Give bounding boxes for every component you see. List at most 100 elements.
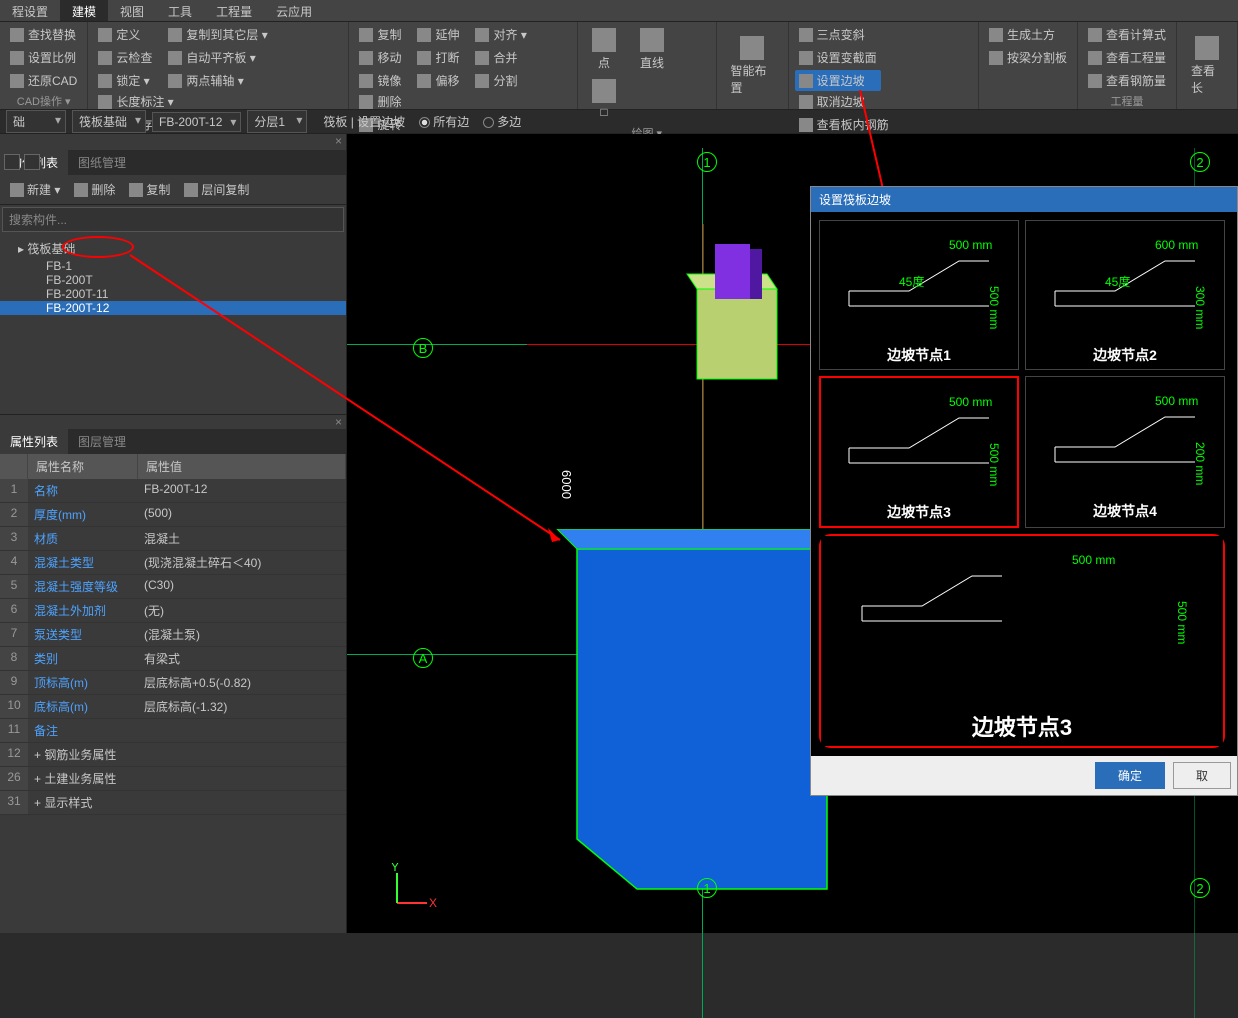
- ribbon-生成土方[interactable]: 生成土方: [985, 24, 1071, 45]
- main-tabs: 程设置建模视图工具工程量云应用: [0, 0, 1238, 22]
- ribbon-设置比例[interactable]: 设置比例: [6, 47, 81, 68]
- ribbon-延伸[interactable]: 延伸: [413, 24, 463, 45]
- prop-row[interactable]: 12+ 钢筋业务属性: [0, 743, 346, 767]
- copy-button[interactable]: 复制: [123, 179, 176, 200]
- ribbon-合并[interactable]: 合并: [471, 47, 530, 68]
- prop-rows: 1名称FB-200T-122厚度(mm)(500)3材质混凝土4混凝土类型(现浇…: [0, 479, 346, 815]
- ribbon-查看工程量[interactable]: 查看工程量: [1084, 47, 1170, 68]
- ribbon-复制[interactable]: 复制: [355, 24, 405, 45]
- ribbon-锁定 ▾[interactable]: 锁定 ▾: [94, 70, 156, 91]
- ribbon-删除[interactable]: 删除: [355, 91, 405, 112]
- ribbon-查看钢筋量[interactable]: 查看钢筋量: [1084, 70, 1170, 91]
- prop-row[interactable]: 5混凝土强度等级(C30): [0, 575, 346, 599]
- ribbon-云检查[interactable]: 云检查: [94, 47, 156, 68]
- ribbon-取消边坡[interactable]: 取消边坡: [795, 91, 893, 112]
- slope-preview: 500 mm500 mm边坡节点3: [819, 534, 1225, 748]
- prop-row[interactable]: 8类别有梁式: [0, 647, 346, 671]
- prop-row[interactable]: 26+ 土建业务属性: [0, 767, 346, 791]
- main-tab-1[interactable]: 建模: [60, 0, 108, 21]
- ribbon-□[interactable]: □: [584, 75, 624, 123]
- slope-option-2[interactable]: 600 mm300 mm45度边坡节点2: [1025, 220, 1225, 370]
- svg-text:Y: Y: [391, 863, 399, 874]
- prop-row[interactable]: 1名称FB-200T-12: [0, 479, 346, 503]
- prop-row[interactable]: 2厚度(mm)(500): [0, 503, 346, 527]
- ribbon-镜像[interactable]: 镜像: [355, 70, 405, 91]
- prop-row[interactable]: 7泵送类型(混凝土泵): [0, 623, 346, 647]
- prop-row[interactable]: 6混凝土外加剂(无): [0, 599, 346, 623]
- slope-option-3[interactable]: 500 mm500 mm边坡节点3: [819, 376, 1019, 528]
- combo-type[interactable]: 筏板基础: [72, 110, 146, 133]
- delete-button[interactable]: 删除: [68, 179, 121, 200]
- prop-row[interactable]: 31+ 显示样式: [0, 791, 346, 815]
- combo-item[interactable]: FB-200T-12: [152, 112, 241, 132]
- new-button[interactable]: 新建 ▾: [4, 179, 66, 200]
- slope-option-4[interactable]: 500 mm200 mm边坡节点4: [1025, 376, 1225, 528]
- ribbon-打断[interactable]: 打断: [413, 47, 463, 68]
- mini-icon-1[interactable]: [4, 154, 20, 170]
- grid-marker: 1: [697, 878, 717, 898]
- combo-layer[interactable]: 分层1: [247, 110, 307, 133]
- ribbon-自动平齐板 ▾[interactable]: 自动平齐板 ▾: [164, 47, 271, 68]
- slope-dialog: 设置筏板边坡 500 mm500 mm45度边坡节点1600 mm300 mm4…: [810, 186, 1238, 796]
- svg-text:600 mm: 600 mm: [1155, 238, 1198, 252]
- prop-row[interactable]: 4混凝土类型(现浇混凝土碎石＜40): [0, 551, 346, 575]
- ribbon-设置变截面[interactable]: 设置变截面: [795, 47, 881, 68]
- mini-icon-2[interactable]: [24, 154, 40, 170]
- tree-item[interactable]: FB-200T-11: [0, 287, 346, 301]
- main-tab-4[interactable]: 工程量: [204, 0, 264, 21]
- ribbon-按梁分割板[interactable]: 按梁分割板: [985, 47, 1071, 68]
- svg-text:45度: 45度: [899, 274, 924, 289]
- ribbon-偏移[interactable]: 偏移: [413, 70, 463, 91]
- cancel-button[interactable]: 取: [1173, 762, 1231, 789]
- radio-all-edges[interactable]: [419, 117, 430, 128]
- combo-category[interactable]: 础: [6, 110, 66, 133]
- ribbon-设置边坡[interactable]: 设置边坡: [795, 70, 881, 91]
- tree-item[interactable]: FB-200T: [0, 273, 346, 287]
- svg-text:500 mm: 500 mm: [1155, 394, 1198, 408]
- svg-text:300 mm: 300 mm: [1193, 286, 1207, 329]
- ribbon-定义[interactable]: 定义: [94, 24, 156, 45]
- svg-text:500 mm: 500 mm: [987, 286, 1001, 329]
- tab-drawing-mgmt[interactable]: 图纸管理: [68, 150, 136, 175]
- prop-row[interactable]: 10底标高(m)层底标高(-1.32): [0, 695, 346, 719]
- svg-text:X: X: [429, 896, 437, 910]
- prop-row[interactable]: 3材质混凝土: [0, 527, 346, 551]
- ribbon-对齐 ▾[interactable]: 对齐 ▾: [471, 24, 530, 45]
- search-input[interactable]: 搜索构件...: [2, 207, 344, 232]
- tab-properties[interactable]: 属性列表: [0, 429, 68, 454]
- ribbon-移动[interactable]: 移动: [355, 47, 405, 68]
- ribbon-查看长[interactable]: 查看长: [1183, 24, 1231, 107]
- ribbon-查看板内钢筋[interactable]: 查看板内钢筋: [795, 114, 893, 135]
- ribbon-复制到其它层 ▾[interactable]: 复制到其它层 ▾: [164, 24, 271, 45]
- close-prop-icon[interactable]: ×: [335, 415, 342, 429]
- left-panel: × 构件列表 图纸管理 新建 ▾ 删除 复制 层间复制 搜索构件... ▸ 筏板…: [0, 134, 347, 933]
- main-tab-3[interactable]: 工具: [156, 0, 204, 21]
- ok-button[interactable]: 确定: [1095, 762, 1165, 789]
- ribbon-查找替换[interactable]: 查找替换: [6, 24, 81, 45]
- ribbon-还原CAD[interactable]: 还原CAD: [6, 70, 81, 91]
- grid-marker: 2: [1190, 878, 1210, 898]
- prop-row[interactable]: 9顶标高(m)层底标高+0.5(-0.82): [0, 671, 346, 695]
- ribbon-直线[interactable]: 直线: [632, 24, 672, 75]
- radio-multi-edges[interactable]: [483, 117, 494, 128]
- tree-item[interactable]: FB-200T-12: [0, 301, 346, 315]
- tree-root[interactable]: ▸ 筏板基础: [0, 238, 346, 259]
- main-tab-2[interactable]: 视图: [108, 0, 156, 21]
- svg-text:500 mm: 500 mm: [987, 443, 1001, 486]
- ribbon-分割[interactable]: 分割: [471, 70, 530, 91]
- tree-item[interactable]: FB-1: [0, 259, 346, 273]
- ribbon-三点变斜[interactable]: 三点变斜: [795, 24, 881, 45]
- ribbon-查看计算式[interactable]: 查看计算式: [1084, 24, 1170, 45]
- slope-option-1[interactable]: 500 mm500 mm45度边坡节点1: [819, 220, 1019, 370]
- ribbon-长度标注 ▾[interactable]: 长度标注 ▾: [94, 91, 177, 112]
- main-tab-5[interactable]: 云应用: [264, 0, 324, 21]
- close-panel-icon[interactable]: ×: [335, 134, 342, 148]
- main-tab-0[interactable]: 程设置: [0, 0, 60, 21]
- prop-row[interactable]: 11备注: [0, 719, 346, 743]
- tab-layers[interactable]: 图层管理: [68, 429, 136, 454]
- ribbon-两点辅轴 ▾[interactable]: 两点辅轴 ▾: [164, 70, 271, 91]
- prop-header: 属性名称 属性值: [0, 454, 346, 479]
- interlayer-copy-button[interactable]: 层间复制: [178, 179, 255, 200]
- ribbon-智能布置[interactable]: 智能布置: [723, 24, 782, 107]
- ribbon-点[interactable]: 点: [584, 24, 624, 75]
